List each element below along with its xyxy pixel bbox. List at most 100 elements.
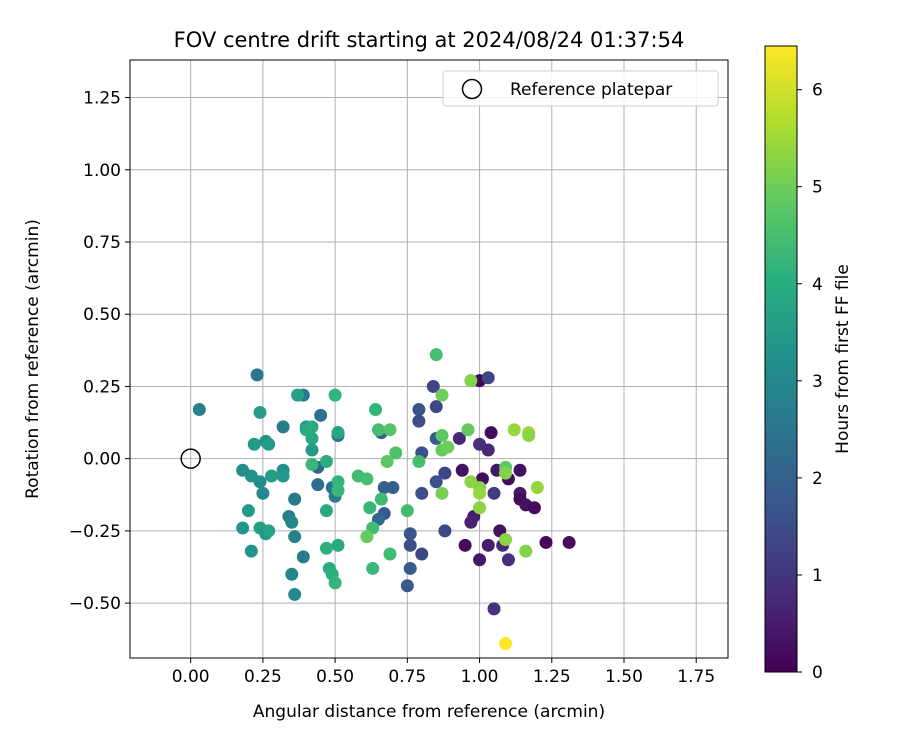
scatter-point: [383, 547, 397, 561]
scatter-point: [276, 469, 290, 483]
reference-marker-group: [180, 448, 201, 469]
scatter-point: [487, 602, 501, 616]
x-tick-label: 1.50: [605, 667, 643, 687]
chart-title: FOV centre drift starting at 2024/08/24 …: [174, 28, 685, 52]
scatter-point: [435, 388, 449, 402]
scatter-point: [403, 527, 417, 541]
colorbar-tick-label: 5: [812, 178, 823, 198]
scatter-point: [256, 486, 270, 500]
scatter-point: [473, 501, 487, 515]
scatter-point: [499, 466, 513, 480]
reference-platepar-marker: [180, 448, 201, 469]
scatter-point: [276, 420, 290, 434]
colorbar-tick-label: 4: [812, 275, 823, 295]
scatter-point: [513, 463, 527, 477]
scatter-point: [305, 457, 319, 471]
x-tick-label: 0.00: [172, 667, 210, 687]
scatter-point: [464, 374, 478, 388]
colorbar-ticks: 0 1 2 3 4 5 6: [797, 81, 823, 683]
scatter-point: [473, 486, 487, 500]
scatter-point: [522, 429, 536, 443]
scatter-point: [363, 501, 377, 515]
x-tick-label: 1.75: [677, 667, 715, 687]
scatter-point: [400, 504, 414, 518]
y-axis-label: Rotation from reference (arcmin): [23, 219, 43, 499]
scatter-point: [319, 541, 333, 555]
scatter-point: [458, 538, 472, 552]
legend-marker: [461, 78, 483, 100]
scatter-point: [192, 403, 206, 417]
scatter-point: [507, 423, 521, 437]
scatter-points: [192, 348, 576, 651]
colorbar-label: Hours from first FF file: [833, 264, 853, 454]
scatter-point: [499, 637, 513, 651]
x-tick-label: 0.25: [244, 667, 282, 687]
scatter-point: [288, 530, 302, 544]
scatter-point: [429, 475, 443, 489]
scatter-point: [366, 561, 380, 575]
scatter-point: [314, 408, 328, 422]
scatter-point: [452, 431, 466, 445]
scatter-point: [305, 420, 319, 434]
scatter-point: [285, 567, 299, 581]
scatter-point: [539, 535, 553, 549]
scatter-point: [377, 481, 391, 495]
scatter-point: [499, 533, 513, 547]
scatter-point: [319, 504, 333, 518]
colorbar-gradient: [765, 46, 797, 672]
scatter-point: [311, 478, 325, 492]
scatter-point: [331, 483, 345, 497]
y-tick-label: 0.00: [83, 450, 121, 470]
scatter-point: [328, 576, 342, 590]
scatter-point: [236, 521, 250, 535]
scatter-point: [262, 524, 276, 538]
scatter-point: [501, 553, 515, 567]
y-tick-label: −0.50: [69, 594, 121, 614]
scatter-point: [562, 535, 576, 549]
scatter-point: [530, 481, 544, 495]
scatter-point: [441, 440, 455, 454]
scatter-point: [236, 463, 250, 477]
x-tick-label: 0.75: [388, 667, 426, 687]
scatter-point: [262, 437, 276, 451]
colorbar: 0 1 2 3 4 5 6 Hours from first FF file: [764, 45, 853, 683]
y-tick-label: 0.25: [83, 377, 121, 397]
scatter-point: [438, 466, 452, 480]
scatter-point: [369, 403, 383, 417]
scatter-point: [331, 426, 345, 440]
scatter-point: [371, 423, 385, 437]
scatter-point: [241, 504, 255, 518]
plot-background: [130, 60, 728, 658]
scatter-point: [415, 547, 429, 561]
scatter-point: [389, 446, 403, 460]
scatter-point: [473, 553, 487, 567]
scatter-point: [288, 587, 302, 601]
scatter-point: [285, 515, 299, 529]
grid: [130, 60, 728, 658]
scatter-point: [331, 538, 345, 552]
scatter-point: [519, 544, 533, 558]
x-tick-label: 1.00: [461, 667, 499, 687]
scatter-point: [319, 455, 333, 469]
scatter-point: [429, 348, 443, 362]
colorbar-tick-label: 2: [812, 469, 823, 489]
legend: Reference platepar: [442, 70, 719, 107]
scatter-point: [360, 472, 374, 486]
scatter-point: [484, 426, 498, 440]
scatter-point: [403, 538, 417, 552]
x-axis-ticks: 0.00 0.25 0.50 0.75 1.00 1.25 1.50 1.75: [172, 658, 715, 687]
y-tick-label: −0.25: [69, 522, 121, 542]
scatter-point: [400, 579, 414, 593]
x-tick-label: 0.50: [316, 667, 354, 687]
scatter-point: [415, 486, 429, 500]
scatter-point: [412, 403, 426, 417]
scatter-point: [429, 400, 443, 414]
legend-label: Reference platepar: [510, 80, 672, 100]
scatter-point: [305, 443, 319, 457]
scatter-point: [265, 469, 279, 483]
x-axis-label: Angular distance from reference (arcmin): [253, 702, 605, 722]
scatter-point: [247, 437, 261, 451]
scatter-point: [487, 486, 501, 500]
scatter-point: [412, 455, 426, 469]
